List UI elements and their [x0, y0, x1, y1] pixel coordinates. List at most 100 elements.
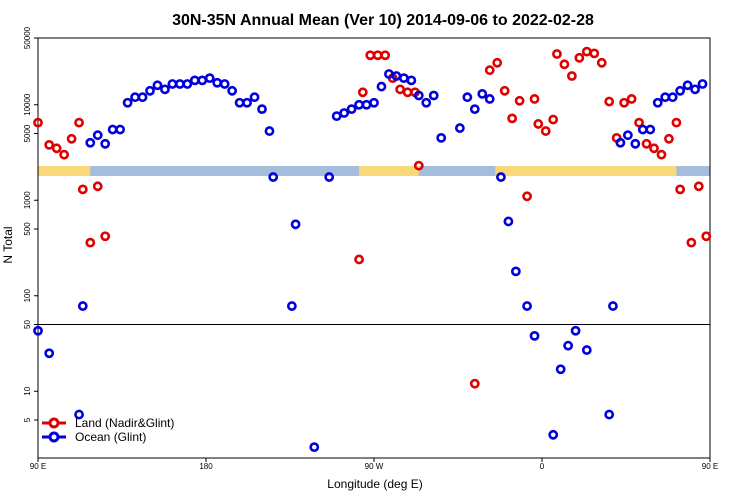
legend-entry-ocean: Ocean (Glint) [42, 430, 146, 444]
plot-frame [37, 37, 711, 459]
data-point [469, 378, 480, 389]
data-point [615, 137, 626, 148]
data-points [33, 46, 712, 453]
data-point [566, 71, 577, 81]
data-point [469, 104, 480, 115]
data-point [331, 111, 342, 122]
data-point [74, 409, 84, 420]
data-point [548, 114, 559, 125]
band-land-segment [38, 166, 91, 176]
series-ocean [33, 69, 708, 453]
data-point [682, 80, 693, 91]
data-point [477, 88, 488, 99]
data-point [145, 85, 155, 96]
legend-entry-land: Land (Nadir&Glint) [42, 416, 174, 430]
data-point [384, 69, 394, 79]
y-tick-label: 100 [23, 289, 32, 303]
data-point [626, 94, 637, 104]
data-point [675, 184, 686, 195]
data-point [552, 49, 562, 59]
data-point [570, 325, 581, 336]
data-point [77, 184, 88, 195]
data-point [454, 123, 465, 133]
data-point [436, 132, 447, 143]
data-point [286, 301, 297, 311]
y-axis-label: N Total [1, 226, 15, 263]
data-point [630, 138, 641, 149]
data-point [604, 96, 615, 107]
x-tick-label: 90 W [365, 462, 384, 471]
data-point [264, 126, 275, 136]
data-point [581, 345, 592, 355]
legend-label-ocean: Ocean (Glint) [75, 430, 146, 444]
data-point [555, 364, 566, 375]
data-point [130, 92, 140, 103]
data-point [85, 237, 96, 248]
data-point [413, 160, 424, 171]
data-point [189, 75, 200, 86]
data-point [492, 57, 503, 68]
data-point [51, 143, 62, 154]
data-point [268, 172, 279, 182]
data-point [290, 219, 301, 230]
data-point [115, 124, 126, 135]
data-point [242, 97, 252, 108]
data-point [637, 124, 648, 135]
data-point [357, 87, 368, 98]
data-point [645, 124, 656, 135]
data-point [563, 340, 574, 351]
data-point [152, 80, 163, 91]
data-point [44, 139, 55, 150]
data-point [649, 143, 659, 154]
data-point [369, 97, 379, 108]
data-point [421, 97, 432, 108]
x-axis-label: Longitude (deg E) [327, 477, 422, 491]
data-point [339, 108, 350, 118]
data-point [372, 50, 383, 61]
legend-label-land: Land (Nadir&Glint) [75, 416, 174, 430]
data-point [309, 442, 320, 453]
data-point [182, 79, 193, 89]
data-point [361, 99, 372, 110]
data-point [365, 50, 376, 61]
data-point [462, 92, 473, 103]
data-point [522, 301, 532, 311]
band-land-segment [495, 166, 677, 176]
data-point [324, 172, 335, 182]
data-point [641, 138, 652, 149]
data-point [619, 97, 630, 108]
data-point [33, 325, 43, 336]
data-point [581, 46, 592, 57]
data-point [664, 133, 674, 144]
data-point [652, 97, 663, 108]
legend-swatch-marker-ocean [48, 431, 60, 443]
data-point [85, 137, 96, 148]
data-point [533, 119, 544, 129]
data-point [402, 87, 413, 98]
data-point [92, 181, 103, 192]
data-point [137, 92, 148, 103]
land-ocean-band [38, 166, 710, 176]
x-tick-label: 90 E [702, 462, 718, 471]
y-tick-label: 50000 [23, 26, 32, 49]
data-point [701, 231, 712, 242]
data-point [219, 79, 230, 89]
y-axis-ticks: 5 10 50 100 500 1000 5000 10000 50000 [23, 26, 38, 422]
data-point [548, 429, 559, 440]
data-point [693, 181, 704, 192]
data-point [107, 124, 118, 135]
data-point [608, 301, 618, 311]
legend: Land (Nadir&Glint) Ocean (Glint) [42, 416, 174, 444]
y-tick-label: 5000 [23, 124, 32, 142]
data-point [604, 409, 615, 420]
data-point [33, 117, 43, 128]
data-point [354, 99, 364, 110]
series-land [33, 46, 712, 389]
y-tick-label: 1000 [23, 191, 32, 209]
data-point [257, 104, 267, 115]
y-tick-label: 50 [23, 320, 32, 329]
data-point [428, 90, 439, 101]
data-point [686, 237, 697, 248]
y-tick-label: 10 [23, 386, 32, 395]
data-point [100, 138, 111, 149]
